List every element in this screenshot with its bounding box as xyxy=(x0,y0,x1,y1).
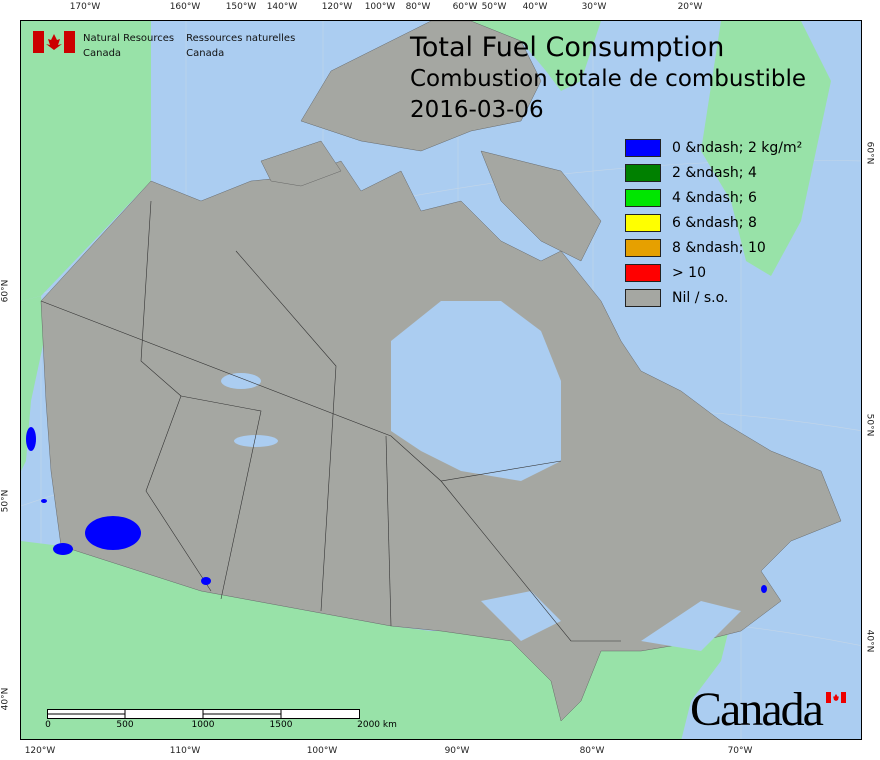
legend-label: Nil / s.o. xyxy=(672,289,729,306)
fire-patch xyxy=(85,516,141,550)
map-date: 2016-03-06 xyxy=(410,97,544,123)
right-tick: 60°N xyxy=(864,141,875,165)
canada-wordmark: Canada xyxy=(690,682,846,737)
legend-label: > 10 xyxy=(672,264,706,281)
hudson-bay xyxy=(391,301,561,481)
great-lakes xyxy=(481,591,561,641)
alaska-panhandle xyxy=(21,296,46,471)
title-en: Total Fuel Consumption xyxy=(410,32,725,63)
top-tick: 120°W xyxy=(321,2,353,12)
greenland xyxy=(701,21,831,276)
title-fr: Combustion totale de combustible xyxy=(410,66,807,92)
top-tick: 30°W xyxy=(581,2,607,12)
scale-label: 500 xyxy=(116,720,134,730)
legend-item: Nil / s.o. xyxy=(625,285,802,310)
top-tick: 50°W xyxy=(481,2,507,12)
left-tick: 60°N xyxy=(0,279,11,303)
greenland-west xyxy=(471,21,601,91)
fire-patch xyxy=(201,577,211,585)
bottom-tick: 90°W xyxy=(444,746,470,756)
legend: 0 &ndash; 2 kg/m² 2 &ndash; 4 4 &ndash; … xyxy=(625,135,802,310)
legend-label: 8 &ndash; 10 xyxy=(672,239,766,256)
legend-swatch xyxy=(625,163,661,182)
fuel-consumption-patches xyxy=(26,427,767,593)
boundaries xyxy=(40,200,621,642)
scale-label: 1000 xyxy=(191,720,215,730)
agency-fr-1: Ressources naturelles xyxy=(186,33,296,44)
top-tick: 20°W xyxy=(677,2,703,12)
scale-bar-graphic xyxy=(47,709,360,719)
top-tick: 140°W xyxy=(266,2,298,12)
scale-bar: 0 500 1000 1500 2000 km xyxy=(45,706,397,730)
bottom-tick: 120°W xyxy=(24,746,56,756)
legend-item: 6 &ndash; 8 xyxy=(625,210,802,235)
arctic-islands xyxy=(300,21,542,152)
legend-label: 2 &ndash; 4 xyxy=(672,164,757,181)
bottom-tick: 100°W xyxy=(306,746,338,756)
top-tick: 170°W xyxy=(69,2,101,12)
great-bear-lake xyxy=(221,373,261,389)
legend-item: 0 &ndash; 2 kg/m² xyxy=(625,135,802,160)
bottom-tick: 80°W xyxy=(579,746,605,756)
legend-item: 8 &ndash; 10 xyxy=(625,235,802,260)
scale-label: 2000 km xyxy=(357,720,397,730)
wordmark-text: Canada xyxy=(690,683,824,736)
gulf-st-lawrence xyxy=(641,601,741,651)
legend-swatch xyxy=(625,288,661,307)
legend-item: 4 &ndash; 6 xyxy=(625,185,802,210)
great-slave-lake xyxy=(234,435,278,447)
canada-flag-icon xyxy=(33,31,75,53)
fire-patch xyxy=(53,543,73,555)
top-tick: 60°W xyxy=(452,2,478,12)
fire-patch xyxy=(761,585,767,593)
water-bodies xyxy=(221,301,741,651)
scale-label: 0 xyxy=(45,720,51,730)
bottom-tick: 70°W xyxy=(727,746,753,756)
baffin-island xyxy=(480,150,602,262)
right-tick: 40°N xyxy=(864,629,875,653)
left-tick: 50°N xyxy=(0,489,11,513)
legend-label: 0 &ndash; 2 kg/m² xyxy=(672,139,803,156)
legend-swatch xyxy=(625,138,661,157)
left-tick: 40°N xyxy=(0,687,11,711)
nrcan-signature: Natural Resources Canada Ressources natur… xyxy=(33,31,295,61)
fire-patch xyxy=(26,427,36,451)
top-tick: 160°W xyxy=(169,2,201,12)
alaska xyxy=(21,21,151,301)
legend-swatch xyxy=(625,188,661,207)
legend-label: 4 &ndash; 6 xyxy=(672,189,757,206)
legend-swatch xyxy=(625,263,661,282)
legend-swatch xyxy=(625,238,661,257)
top-tick: 150°W xyxy=(225,2,257,12)
agency-en-2: Canada xyxy=(83,48,122,59)
top-tick: 80°W xyxy=(405,2,431,12)
wordmark-flag-icon xyxy=(826,692,846,703)
agency-en-1: Natural Resources xyxy=(83,33,175,44)
right-tick: 50°N xyxy=(864,413,875,437)
agency-fr-2: Canada xyxy=(186,48,225,59)
legend-item: > 10 xyxy=(625,260,802,285)
victoria-island xyxy=(260,140,342,187)
scale-label: 1500 xyxy=(269,720,293,730)
map-canvas xyxy=(21,21,861,739)
top-tick: 40°W xyxy=(522,2,548,12)
legend-item: 2 &ndash; 4 xyxy=(625,160,802,185)
top-tick: 100°W xyxy=(364,2,396,12)
legend-label: 6 &ndash; 8 xyxy=(672,214,757,231)
bottom-tick: 110°W xyxy=(169,746,201,756)
map-frame: Natural Resources Canada Ressources natur… xyxy=(20,20,862,740)
legend-swatch xyxy=(625,213,661,232)
fire-patch xyxy=(41,499,47,503)
